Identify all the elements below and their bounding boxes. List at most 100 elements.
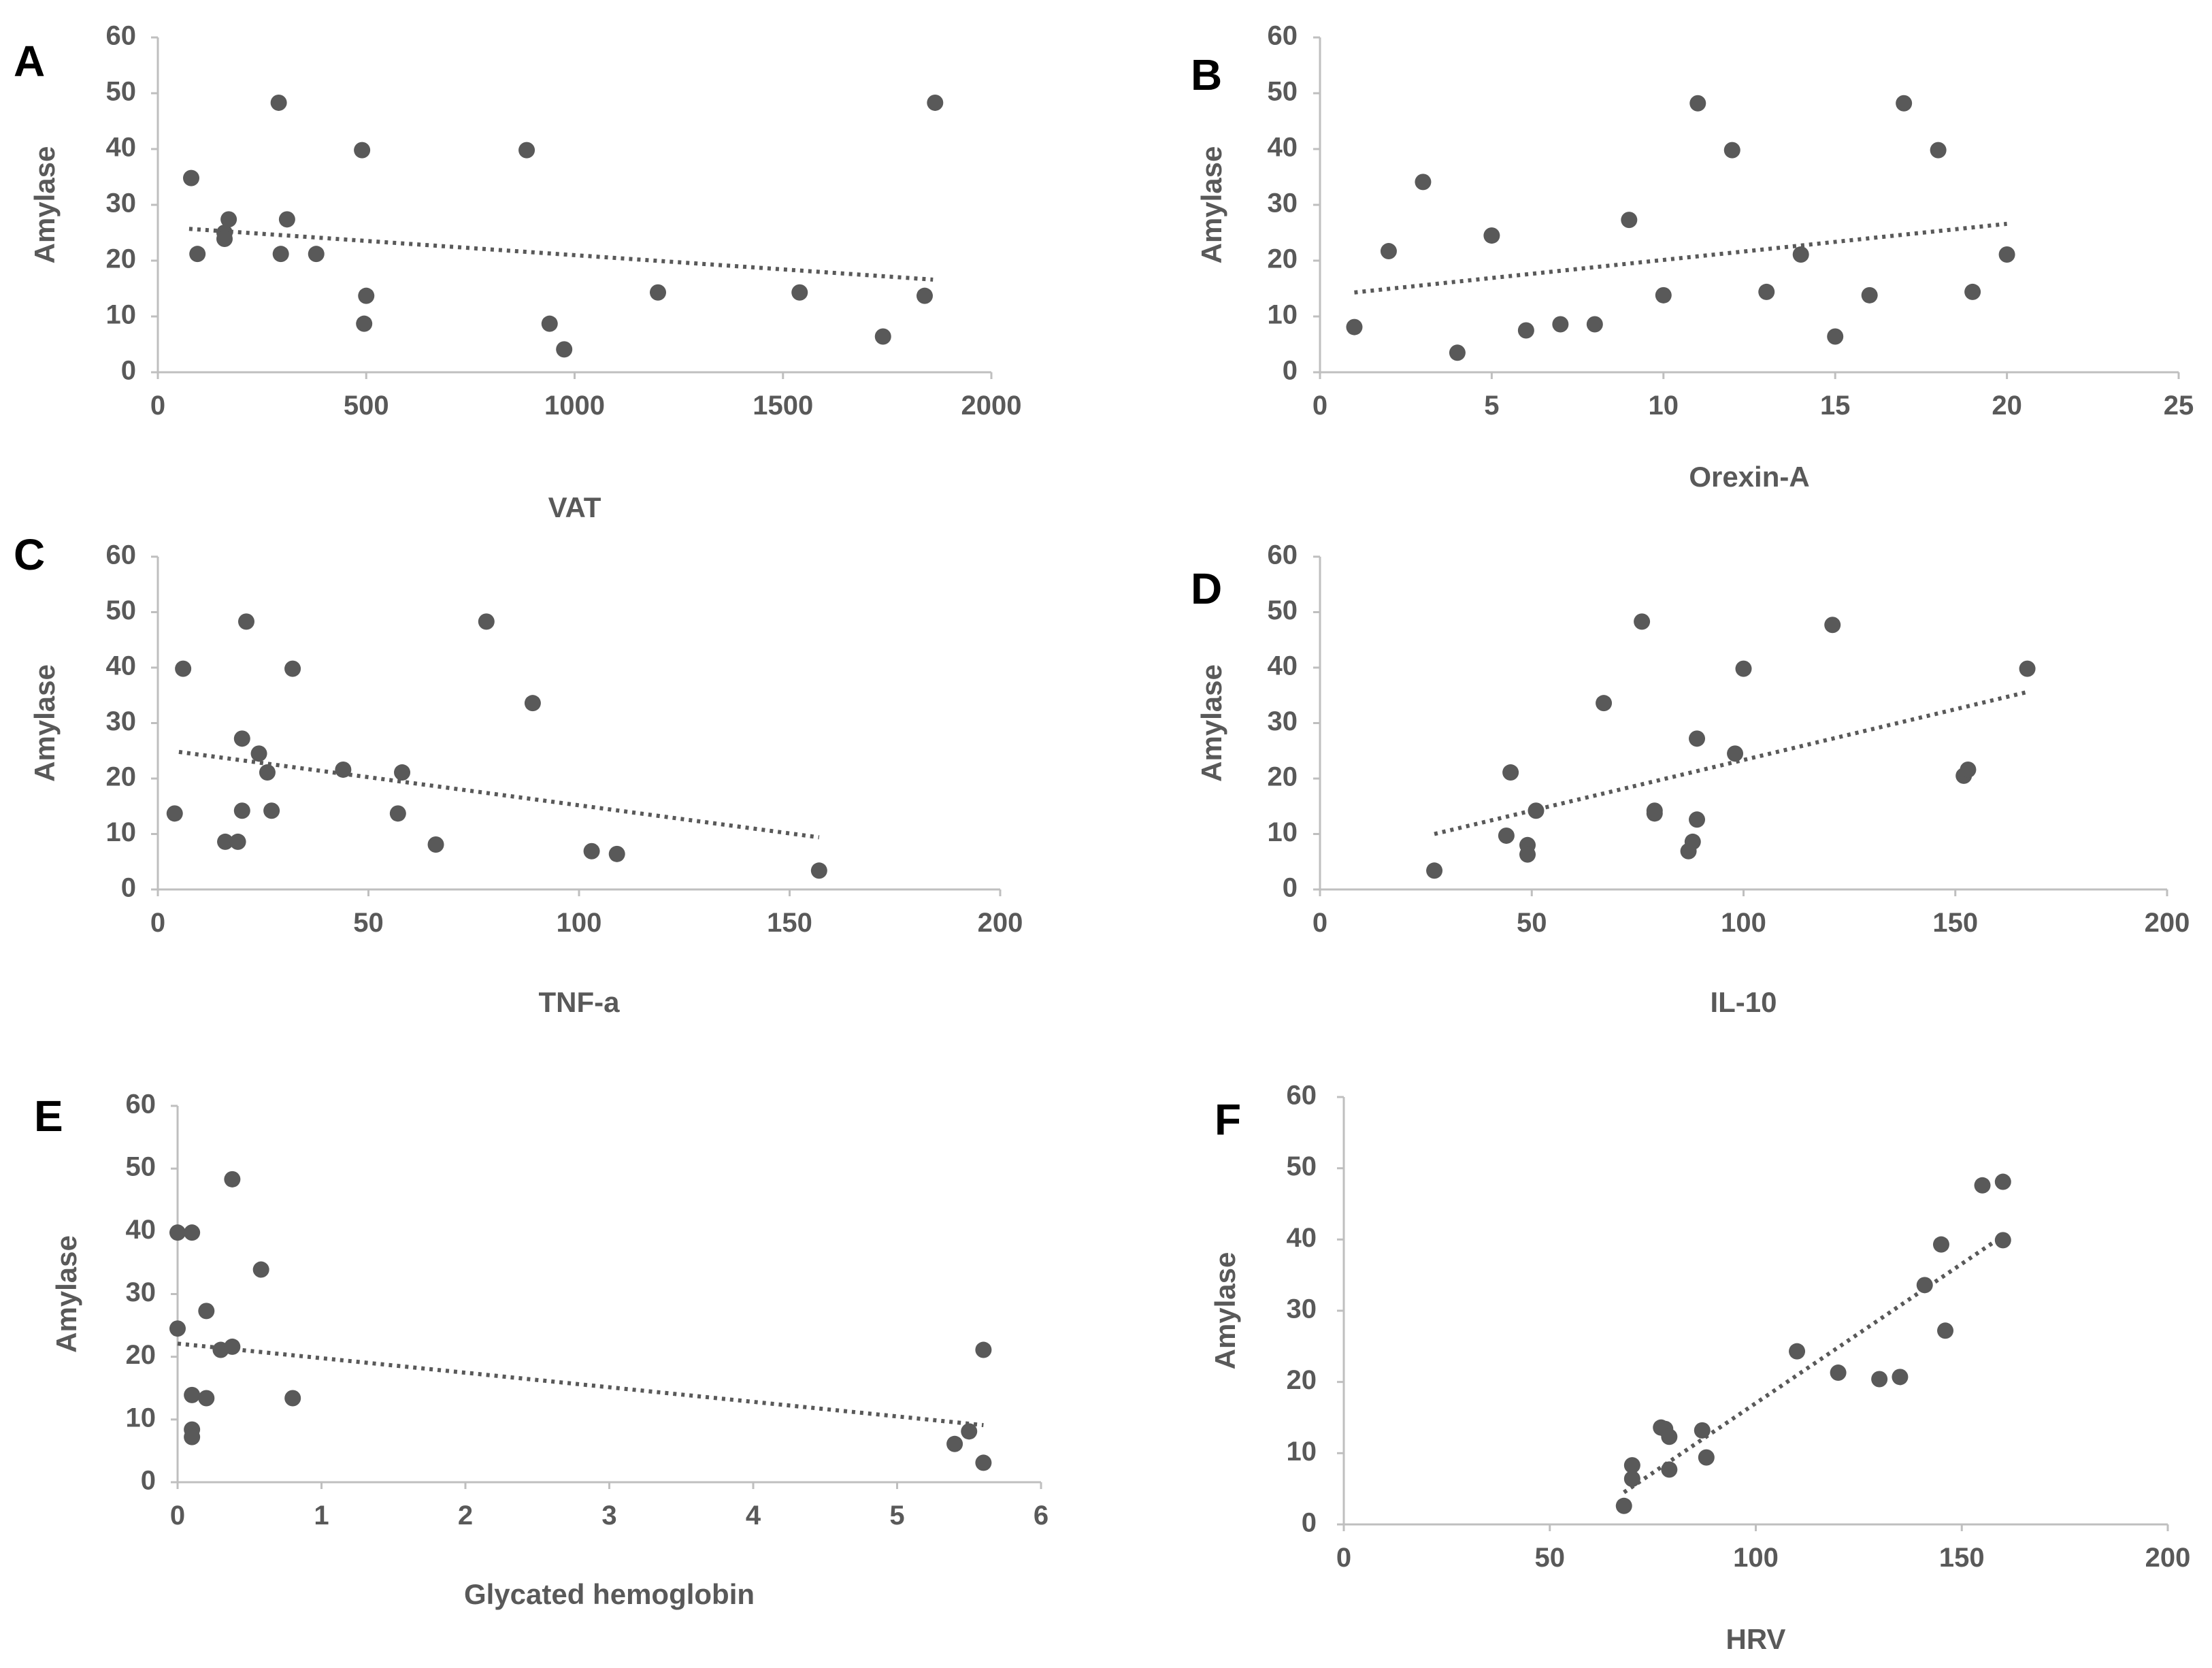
data-point (1621, 212, 1638, 229)
data-point (166, 805, 183, 822)
data-point (1596, 695, 1613, 712)
x-tick-label: 5 (889, 1501, 904, 1531)
data-point (1896, 95, 1913, 112)
x-tick-label: 6 (1034, 1501, 1049, 1531)
data-point (1727, 745, 1744, 762)
panel-b: B 0 10 20 30 40 50 60 0 5 10 15 20 25 Orexin-A Amylase (1191, 21, 2194, 493)
y-tick-label: 40 (106, 133, 137, 163)
y-tick-label: 0 (1283, 356, 1298, 386)
panel-letter-e: E (34, 1092, 63, 1141)
data-point (335, 761, 352, 778)
data-point (583, 843, 600, 860)
data-point (217, 833, 234, 850)
y-tick-label: 0 (141, 1466, 156, 1496)
data-point (1426, 862, 1443, 879)
y-tick-label: 40 (106, 651, 137, 681)
data-point (1689, 730, 1706, 747)
data-point (224, 1171, 241, 1188)
data-point (356, 315, 373, 332)
data-point (541, 315, 558, 332)
data-point (1483, 227, 1500, 244)
x-tick-label: 200 (2145, 1543, 2191, 1573)
panel-d: D 0 10 20 30 40 50 60 0 50 100 150 200 IL-10 Amylase (1191, 540, 2190, 1018)
panel-f: F 0 10 20 30 40 50 60 0 50 100 150 200 HRV Amylase (1209, 1081, 2190, 1655)
y-tick-label: 30 (1268, 706, 1298, 736)
y-axis-label-c: Amylase (29, 664, 61, 782)
data-point (1937, 1322, 1954, 1339)
y-tick-label: 20 (106, 762, 137, 792)
panel-letter-f: F (1215, 1095, 1241, 1144)
data-point (810, 862, 827, 879)
y-tick-label: 60 (1268, 540, 1298, 570)
data-point (233, 802, 250, 819)
panel-a: A 0 10 20 30 40 50 60 0 500 1000 1500 2000 VAT Amylase (14, 21, 1021, 523)
panel-e: E 0 10 20 30 40 50 60 0 1 2 3 4 5 6 Glycated hemoglobin… (34, 1090, 1049, 1610)
y-tick-label: 10 (1268, 300, 1298, 330)
x-tick-label: 2 (458, 1501, 473, 1531)
data-point (917, 287, 933, 304)
panel-letter-a: A (14, 37, 45, 86)
data-point (427, 836, 444, 853)
data-point (308, 246, 325, 263)
x-axis-label-f: HRV (1726, 1623, 1786, 1655)
data-point (1684, 833, 1701, 850)
x-tick-label: 1500 (753, 391, 813, 421)
data-point (975, 1341, 992, 1358)
data-point (1694, 1422, 1711, 1439)
y-axis-label-b: Amylase (1195, 146, 1227, 264)
y-axis-label-a: Amylase (29, 146, 61, 264)
data-point (1830, 1364, 1847, 1381)
y-axis-label-e: Amylase (50, 1235, 82, 1353)
data-point (263, 802, 280, 819)
x-tick-label: 100 (1721, 908, 1766, 938)
y-tick-label: 40 (126, 1215, 156, 1245)
y-tick-label: 10 (1268, 817, 1298, 847)
data-point (650, 284, 666, 301)
x-tick-label: 150 (767, 908, 812, 938)
y-tick-label: 30 (106, 706, 137, 736)
data-point (1827, 328, 1844, 345)
data-point (169, 1224, 186, 1241)
x-axis-label-c: TNF-a (539, 986, 621, 1018)
data-point (1449, 344, 1466, 361)
y-tick-label: 0 (121, 873, 136, 903)
panel-letter-d: D (1191, 564, 1222, 613)
x-tick-label: 15 (1820, 391, 1851, 421)
trendline-b (1354, 221, 2007, 295)
trendline-e (177, 1341, 984, 1428)
x-axis-label-e: Glycated hemoglobin (464, 1578, 755, 1610)
data-point (518, 142, 535, 159)
data-point (1689, 95, 1706, 112)
y-axis-label-d: Amylase (1195, 664, 1227, 782)
data-point (189, 246, 206, 263)
x-axis-label-d: IL-10 (1710, 986, 1777, 1018)
data-point (1930, 142, 1947, 159)
x-tick-label: 25 (2164, 391, 2194, 421)
data-point (1415, 174, 1432, 191)
data-point (250, 745, 267, 762)
data-point (1634, 613, 1651, 630)
y-tick-label: 10 (126, 1403, 156, 1433)
x-tick-label: 0 (1336, 1543, 1351, 1573)
data-point (1586, 316, 1603, 333)
data-point (1960, 761, 1977, 778)
x-tick-label: 1000 (544, 391, 605, 421)
data-point (874, 328, 891, 345)
data-point (198, 1303, 215, 1320)
trendline-d (1434, 689, 2028, 836)
data-point (1758, 283, 1775, 300)
y-tick-label: 0 (1283, 873, 1298, 903)
data-point (1932, 1236, 1949, 1253)
data-point (1655, 287, 1672, 304)
data-point (1994, 1173, 2011, 1190)
data-point (183, 169, 199, 186)
y-tick-label: 0 (1302, 1508, 1317, 1538)
data-point (1792, 246, 1809, 263)
data-point (1689, 811, 1706, 828)
y-tick-label: 20 (1268, 762, 1298, 792)
y-tick-label: 60 (1268, 21, 1298, 51)
data-point (1661, 1428, 1678, 1445)
x-tick-label: 5 (1484, 391, 1499, 421)
y-tick-label: 10 (106, 300, 137, 330)
data-point (270, 94, 287, 111)
